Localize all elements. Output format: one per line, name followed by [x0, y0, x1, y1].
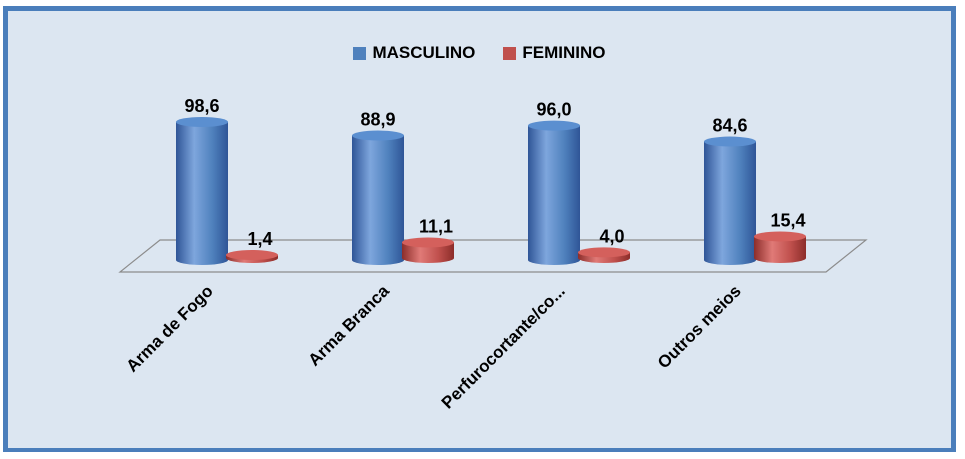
- x-tick-label-1: Arma de Fogo: [123, 281, 217, 375]
- data-label-feminino-1: 1,4: [247, 229, 272, 249]
- legend-label-masculino: MASCULINO: [372, 43, 476, 62]
- bar-feminino-4-cap: [754, 231, 806, 242]
- bar-masculino-3: [528, 125, 580, 265]
- x-tick-label-2: Arma Branca: [305, 281, 394, 370]
- bar-masculino-2: [352, 135, 404, 265]
- bar-feminino-4: [754, 236, 806, 263]
- data-label-masculino-4: 84,6: [712, 116, 747, 136]
- bar-feminino-2-cap: [402, 237, 454, 248]
- x-tick-label-3: Perfurocortante/co...: [438, 281, 569, 412]
- bar-masculino-4: [704, 141, 756, 265]
- bar-feminino-2: [402, 242, 454, 263]
- data-label-masculino-1: 98,6: [184, 96, 219, 116]
- floor-plane: [118, 239, 868, 273]
- legend: MASCULINO FEMININO: [8, 43, 951, 63]
- bar-masculino-2-cap: [352, 130, 404, 141]
- bar-masculino-1-cap: [176, 116, 228, 127]
- bar-masculino-1: [176, 121, 228, 266]
- bar-masculino-4-cap: [704, 136, 756, 147]
- bar-masculino-3-cap: [528, 120, 580, 131]
- chart-frame: MASCULINO FEMININO: [3, 6, 956, 452]
- data-label-feminino-4: 15,4: [770, 210, 805, 230]
- legend-item-feminino: FEMININO: [503, 43, 606, 63]
- legend-label-feminino: FEMININO: [522, 43, 606, 62]
- bar-feminino-3-cap: [578, 247, 630, 258]
- legend-swatch-masculino: [353, 46, 367, 60]
- legend-swatch-feminino: [503, 46, 517, 60]
- legend-item-masculino: MASCULINO: [353, 43, 475, 63]
- data-label-feminino-2: 11,1: [419, 216, 453, 236]
- data-label-masculino-2: 88,9: [360, 110, 395, 130]
- data-label-masculino-3: 96,0: [536, 100, 571, 120]
- bar-feminino-1-cap: [226, 250, 278, 260]
- x-tick-label-4: Outros meios: [654, 281, 745, 372]
- data-label-feminino-3: 4,0: [599, 226, 624, 246]
